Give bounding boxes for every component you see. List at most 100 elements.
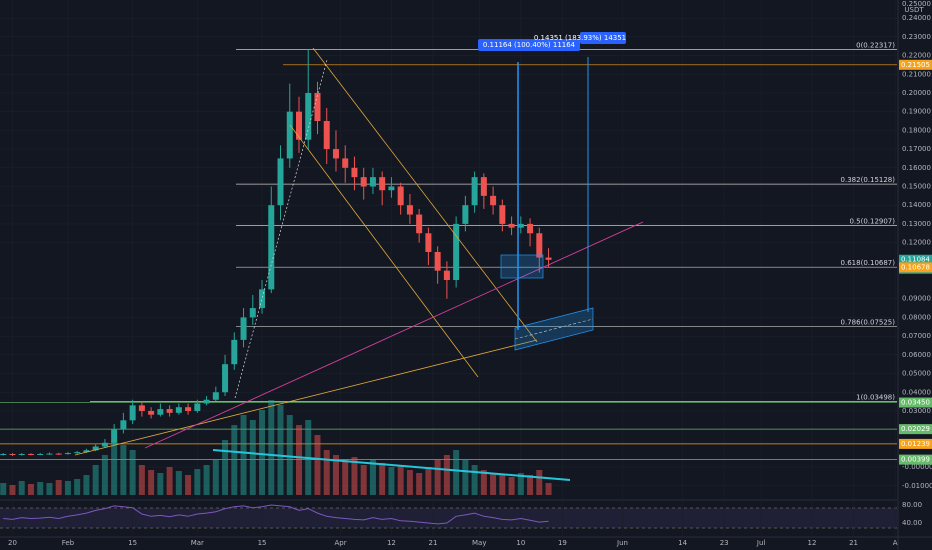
price-tag — [899, 438, 932, 449]
price-tag — [899, 454, 932, 465]
candle-body — [388, 186, 395, 191]
volume-bar — [157, 473, 164, 495]
volume-bar — [480, 470, 487, 495]
volume-bar — [9, 485, 16, 495]
drawings: 0.11164 (100.40%) 11164 0.14351 (183.93%… — [74, 32, 644, 481]
candle-body — [231, 339, 238, 365]
y-tick-label: 0.12000 — [902, 239, 931, 247]
y-tick-label: 0.08000 — [902, 313, 931, 321]
rsi-line — [3, 504, 549, 525]
candle-body — [175, 407, 182, 413]
volume-bar — [296, 425, 302, 495]
candle-body — [203, 399, 210, 404]
candle-body — [379, 177, 386, 191]
volume-bar — [37, 482, 44, 495]
x-tick-label: Jun — [616, 539, 628, 547]
volume-bar — [351, 457, 358, 495]
volume-bar — [332, 455, 339, 495]
x-tick-label: 19 — [558, 539, 567, 547]
candle-body — [471, 177, 478, 206]
volume-bar — [443, 455, 450, 495]
volume-bar — [517, 473, 524, 495]
price-tag-label: 0.10678 — [901, 263, 930, 271]
candle-body — [74, 452, 81, 454]
candle-body — [342, 158, 349, 168]
currency-label: USDT — [904, 6, 924, 14]
candle-body — [46, 453, 53, 455]
candle-body — [157, 409, 164, 415]
rsi-band — [0, 508, 897, 528]
volume-bar — [74, 479, 81, 495]
candle-body — [240, 317, 247, 340]
candle-body — [397, 186, 404, 206]
candle-body — [83, 450, 90, 453]
candle-body — [0, 453, 7, 455]
candle-body — [453, 223, 460, 281]
x-tick-label: 12 — [808, 539, 817, 547]
candle-body — [64, 453, 71, 455]
volume-bar — [129, 450, 136, 495]
x-tick-label: A — [893, 539, 898, 547]
price-tag-label: 0.21505 — [901, 61, 930, 69]
x-tick-label: 10 — [516, 539, 525, 547]
candle-body — [148, 410, 155, 415]
volume-bar — [545, 483, 552, 495]
candle-body — [138, 405, 145, 411]
fib-label: 0(0.22317) — [856, 42, 895, 50]
candle-body — [194, 403, 201, 411]
volume-bar — [416, 473, 423, 495]
trend-line — [74, 339, 538, 456]
volume-bar — [120, 445, 127, 495]
candle-body — [111, 429, 118, 443]
price-tag — [899, 254, 932, 265]
candle-body — [545, 257, 552, 260]
y-tick-label: 0.03000 — [902, 407, 931, 415]
candle-body — [434, 251, 441, 271]
y-tick-label: 0.21000 — [902, 70, 931, 78]
y-tick-label: 0.05000 — [902, 370, 931, 378]
x-tick-label: 21 — [849, 539, 858, 547]
candle-body — [314, 92, 321, 122]
candle-body — [120, 420, 127, 430]
volume-bar — [499, 475, 506, 495]
x-tick-label: May — [472, 539, 486, 547]
x-tick-label: Jul — [756, 539, 766, 547]
volume-bar — [194, 469, 201, 495]
dashed-line — [514, 318, 594, 340]
candle-body — [286, 111, 293, 159]
volume-bar — [286, 415, 293, 495]
price-tag — [899, 424, 932, 435]
x-tick-label: Apr — [335, 539, 347, 547]
volume-bar — [471, 465, 478, 495]
candle-body — [27, 453, 34, 455]
y-tick-label: 0.06000 — [902, 351, 931, 359]
price-tag-label: 0.01239 — [901, 440, 930, 448]
fib-label: 0.5(0.12907) — [849, 218, 895, 226]
y-tick-label: 0.09000 — [902, 295, 931, 303]
annotation: 0.11164 (100.40%) 11164 — [483, 41, 576, 49]
volume-bar — [222, 440, 229, 495]
candle-body — [296, 111, 302, 140]
volume-bar — [249, 420, 256, 495]
volume-bar — [397, 465, 404, 495]
candle-body — [259, 289, 266, 309]
volume-bar — [64, 481, 71, 495]
volume-bar — [175, 471, 182, 495]
volume-bar — [46, 483, 53, 495]
volume-bar — [18, 481, 25, 495]
volume-bar — [259, 410, 266, 495]
candle-body — [406, 205, 413, 215]
candle-body — [268, 205, 275, 290]
candle-body — [351, 167, 358, 178]
candle-body — [443, 270, 450, 281]
candle-body — [536, 233, 543, 258]
range-box — [500, 254, 544, 279]
x-tick-label: Mar — [191, 539, 204, 547]
x-tick-label: 23 — [720, 539, 729, 547]
volume-bar — [268, 400, 275, 495]
candle-body — [129, 405, 136, 421]
volume-bar — [231, 425, 238, 495]
fib-label: 0.786(0.07525) — [841, 318, 896, 326]
